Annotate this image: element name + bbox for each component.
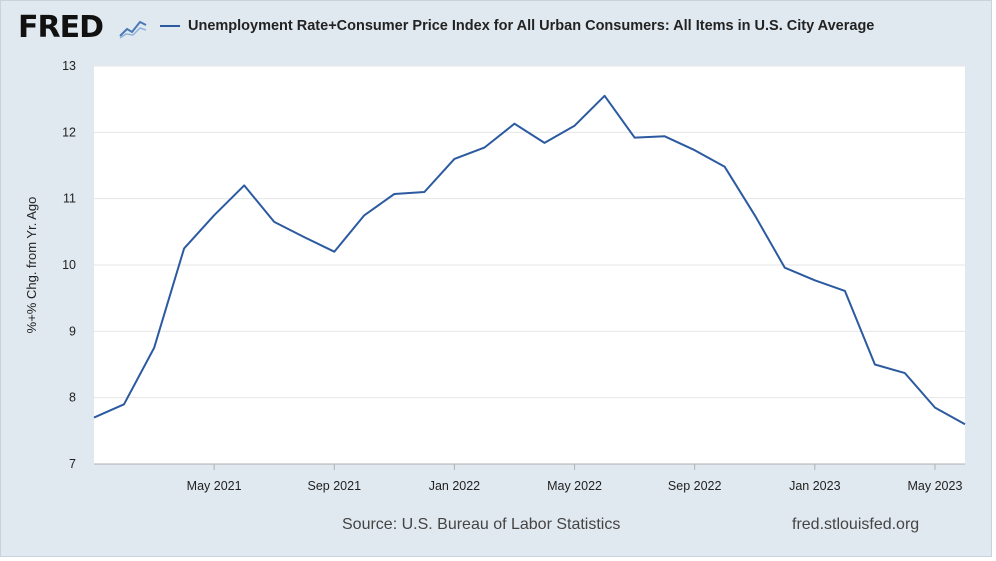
x-tick-label: May 2021: [187, 479, 242, 493]
y-axis-title: %+% Chg. from Yr. Ago: [24, 197, 39, 334]
site-link[interactable]: fred.stlouisfed.org: [792, 516, 920, 533]
chart-legend: Unemployment Rate+Consumer Price Index f…: [160, 18, 874, 34]
fred-logo-text: FRED: [18, 10, 104, 45]
y-tick-label: 7: [69, 457, 76, 471]
y-tick-label: 10: [62, 258, 76, 272]
y-tick-label: 13: [62, 59, 76, 73]
y-tick-label: 12: [62, 125, 76, 139]
y-tick-label: 8: [69, 391, 76, 405]
x-tick-label: May 2022: [547, 479, 602, 493]
legend-label: Unemployment Rate+Consumer Price Index f…: [188, 18, 875, 34]
x-axis-ticks: May 2021 Sep 2021 Jan 2022 May 2022 Sep 2022…: [187, 464, 963, 493]
fred-logo[interactable]: FRED: [18, 10, 104, 45]
x-tick-label: Sep 2021: [308, 479, 362, 493]
y-axis-ticks: 7 8 9 10 11 12 13: [62, 59, 76, 471]
x-tick-label: May 2023: [908, 479, 963, 493]
y-tick-label: 11: [63, 192, 76, 206]
x-tick-label: Jan 2022: [429, 479, 480, 493]
source-note: Source: U.S. Bureau of Labor Statistics: [342, 516, 621, 533]
grid-lines: [94, 65, 965, 465]
legend-swatch: [160, 25, 180, 27]
series-line: [93, 94, 966, 426]
trend-line-icon: [119, 20, 147, 39]
x-tick-label: Jan 2023: [789, 479, 840, 493]
x-tick-label: Sep 2022: [668, 479, 722, 493]
y-tick-label: 9: [69, 324, 76, 338]
